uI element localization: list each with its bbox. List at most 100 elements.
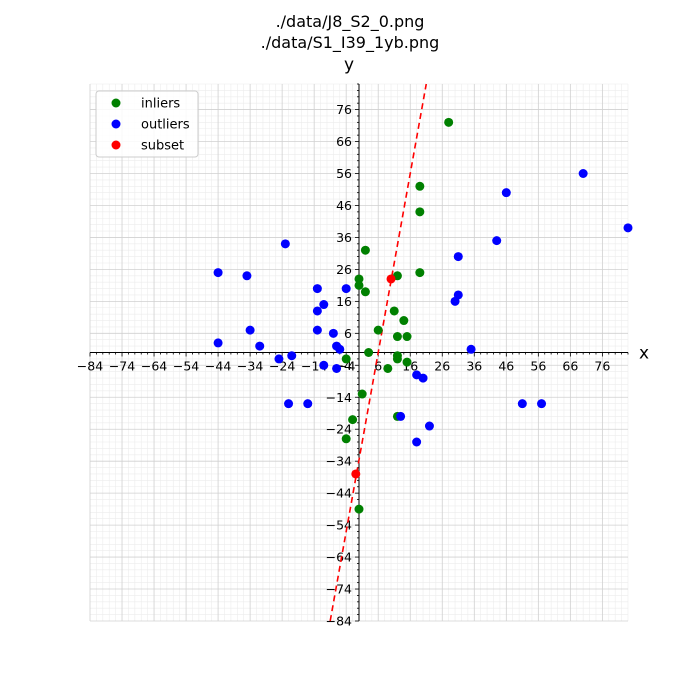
x-tick-label: −44 [205, 359, 231, 374]
x-tick-label: 56 [530, 359, 546, 374]
outliers-point [312, 325, 322, 335]
x-tick-label: −24 [269, 359, 295, 374]
outliers-point [492, 236, 502, 246]
subset-point [386, 274, 396, 284]
inliers-point [357, 389, 367, 399]
x-tick-label: 76 [594, 359, 610, 374]
inliers-point [354, 504, 364, 514]
inliers-point [348, 415, 358, 425]
outliers-point [623, 223, 633, 233]
outliers-point [466, 344, 476, 354]
inliers-point [383, 363, 393, 373]
outliers-point [280, 239, 290, 249]
inliers-point [415, 207, 425, 217]
inliers-point [389, 306, 399, 316]
inliers-point [354, 280, 364, 290]
outliers-point [517, 399, 527, 409]
y-tick-label: −74 [326, 582, 352, 597]
legend-box [95, 90, 199, 158]
outliers-point [453, 252, 463, 262]
y-tick-label: −64 [326, 550, 352, 565]
outliers-point [303, 399, 313, 409]
fit-line [329, 83, 428, 622]
outliers-point [287, 351, 297, 361]
y-tick-label: −84 [326, 614, 352, 629]
y-tick-label: −34 [326, 454, 352, 469]
x-tick-label: −4 [337, 359, 355, 374]
legend-marker-subset [111, 140, 121, 150]
outliers-point [319, 360, 329, 370]
inliers-point [392, 332, 402, 342]
outliers-point [312, 306, 322, 316]
outliers-point [255, 341, 265, 351]
points-group [213, 117, 633, 514]
outliers-point [245, 325, 255, 335]
x-tick-label: 46 [498, 359, 514, 374]
y-axis-label: y [344, 55, 354, 75]
inliers-point [373, 325, 383, 335]
y-tick-label: 46 [336, 198, 352, 213]
inliers-point [341, 354, 351, 364]
x-tick-label: −74 [109, 359, 135, 374]
outliers-point [332, 341, 342, 351]
inliers-point [415, 268, 425, 278]
y-tick-label: 66 [336, 134, 352, 149]
inliers-point [360, 287, 370, 297]
x-tick-label: −34 [237, 359, 263, 374]
y-tick-label: −24 [326, 422, 352, 437]
y-tick-label: 26 [336, 262, 352, 277]
legend-marker-inliers [111, 98, 121, 108]
outliers-point [332, 363, 342, 373]
legend-label-inliers: inliers [141, 97, 180, 112]
outliers-point [424, 421, 434, 431]
outliers-point [418, 373, 428, 383]
chart-title-line-2: ./data/S1_I39_1yb.png [260, 33, 440, 52]
subset-point [351, 469, 361, 479]
x-tick-label: −54 [173, 359, 199, 374]
outliers-point [312, 284, 322, 294]
outliers-point [537, 399, 547, 409]
outliers-point [284, 399, 294, 409]
y-tick-label: 56 [336, 166, 352, 181]
y-tick-label: −54 [326, 518, 352, 533]
y-tick-label: −14 [326, 390, 352, 405]
outliers-point [450, 296, 460, 306]
legend: inliers outliers subset [95, 90, 199, 158]
legend-label-subset: subset [141, 139, 184, 154]
fit-line-group [329, 83, 428, 622]
inliers-point [360, 245, 370, 255]
outliers-point [242, 271, 252, 281]
outliers-point [213, 338, 223, 348]
outliers-point [578, 169, 588, 178]
outliers-point [213, 268, 223, 278]
x-tick-label: 6 [374, 359, 382, 374]
chart-title-line-1: ./data/J8_S2_0.png [275, 12, 425, 31]
outliers-point [501, 188, 511, 198]
x-tick-label: 66 [562, 359, 578, 374]
inliers-point [402, 357, 412, 367]
x-axis-label: x [639, 344, 649, 364]
legend-marker-outliers [111, 119, 121, 129]
inliers-point [444, 117, 454, 127]
outliers-point [396, 411, 406, 421]
x-tick-label: 26 [434, 359, 450, 374]
y-tick-label: 76 [336, 102, 352, 117]
y-tick-label: 6 [344, 326, 352, 341]
y-tick-label: −44 [326, 486, 352, 501]
inliers-point [341, 434, 351, 444]
inliers-point [402, 332, 412, 342]
outliers-point [341, 284, 351, 294]
y-tick-label: 16 [336, 294, 352, 309]
outliers-point [328, 328, 338, 338]
y-tick-label: 36 [336, 230, 352, 245]
x-tick-label: −64 [141, 359, 167, 374]
inliers-point [364, 348, 374, 357]
outliers-point [412, 437, 422, 447]
legend-label-outliers: outliers [141, 118, 190, 133]
inliers-point [354, 274, 364, 284]
outliers-point [319, 300, 329, 310]
x-tick-label: 36 [466, 359, 482, 374]
x-tick-label: −84 [77, 359, 103, 374]
outliers-point [274, 354, 284, 364]
